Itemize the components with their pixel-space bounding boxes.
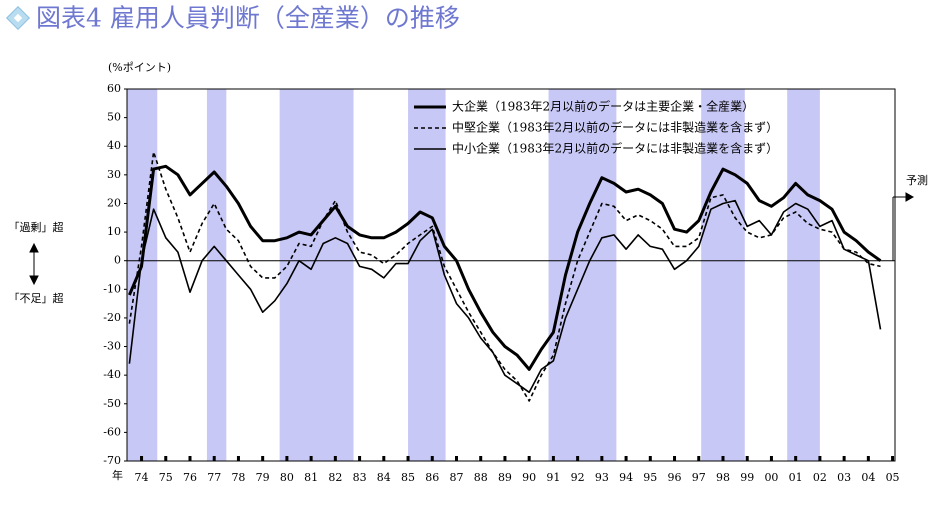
x-tick-label: 01 <box>789 471 803 484</box>
x-tick-label: 83 <box>353 471 367 484</box>
y-tick-label: 40 <box>107 139 121 152</box>
y-tick-label: 30 <box>107 168 121 181</box>
y-tick-label: 10 <box>107 225 121 238</box>
x-tick-label: 94 <box>619 471 633 484</box>
upper-note: 「過剰」超 <box>9 220 64 234</box>
forecast-label: 予測 <box>906 173 928 187</box>
lower-note: 「不足」超 <box>9 291 64 305</box>
y-tick-label: -60 <box>103 425 121 438</box>
x-tick-label: 77 <box>207 471 221 484</box>
y-tick-label: -10 <box>103 282 121 295</box>
x-tick-label: 90 <box>522 471 536 484</box>
x-tick-label: 81 <box>304 471 318 484</box>
y-unit: (%ポイント) <box>108 61 171 74</box>
chart-title: 図表4 雇用人員判断（全産業）の推移 <box>36 4 460 33</box>
series-line <box>128 164 882 371</box>
x-tick-label: 74 <box>135 471 149 484</box>
shaded-period <box>127 89 158 461</box>
y-tick-label: -50 <box>103 397 121 410</box>
x-tick-label: 97 <box>692 471 706 484</box>
shaded-period <box>206 89 227 461</box>
x-tick-label: 86 <box>425 471 439 484</box>
y-tick-label: -20 <box>103 311 121 324</box>
shaded-period <box>408 89 446 461</box>
legend-label: 中小企業（1983年2月以前のデータには非製造業を含まず） <box>452 141 778 156</box>
x-tick-label: 85 <box>401 471 415 484</box>
shaded-period <box>701 89 745 461</box>
x-tick-label: 93 <box>595 471 609 484</box>
x-tick-label: 87 <box>449 471 463 484</box>
shaded-period <box>548 89 617 461</box>
x-tick-label: 03 <box>837 471 851 484</box>
series-line <box>128 199 882 394</box>
x-tick-label: 98 <box>716 471 730 484</box>
x-tick-label: 80 <box>280 471 294 484</box>
x-tick-label: 99 <box>740 471 754 484</box>
x-tick-label: 96 <box>668 471 682 484</box>
legend-label: 中堅企業（1983年2月以前のデータには非製造業を含まず） <box>452 120 778 135</box>
shaded-period <box>787 89 820 461</box>
legend-label: 大企業（1983年2月以前のデータは主要企業・全産業） <box>452 99 754 114</box>
double-arrow <box>29 242 39 286</box>
x-tick-label: 89 <box>498 471 512 484</box>
x-tick-label: 92 <box>571 471 585 484</box>
y-tick-label: 0 <box>114 254 121 267</box>
x-tick-label: 79 <box>256 471 270 484</box>
y-tick-label: 60 <box>107 82 121 95</box>
x-tick-label: 91 <box>546 471 560 484</box>
y-tick-label: -70 <box>103 454 121 467</box>
x-tick-label: 05 <box>886 471 900 484</box>
series-line <box>128 151 881 402</box>
y-tick-label: 50 <box>107 111 121 124</box>
x-tick-label: 84 <box>377 471 391 484</box>
x-tick-label: 75 <box>159 471 173 484</box>
x-tick-label: 95 <box>643 471 657 484</box>
x-tick-label: 02 <box>813 471 827 484</box>
x-tick-label: 88 <box>474 471 488 484</box>
forecast-arrow <box>892 192 915 261</box>
x-tick-label: 76 <box>183 471 197 484</box>
x-tick-label: 00 <box>764 471 778 484</box>
x-tick-label: 82 <box>328 471 342 484</box>
title-icon <box>5 5 31 31</box>
x-tick-label: 04 <box>861 471 875 484</box>
plot-frame <box>126 88 896 462</box>
y-tick-label: 20 <box>107 196 121 209</box>
y-tick-label: -40 <box>103 368 121 381</box>
y-tick-label: -30 <box>103 340 121 353</box>
x-tick-label: 78 <box>231 471 245 484</box>
x-axis-label: 年 <box>112 468 123 482</box>
